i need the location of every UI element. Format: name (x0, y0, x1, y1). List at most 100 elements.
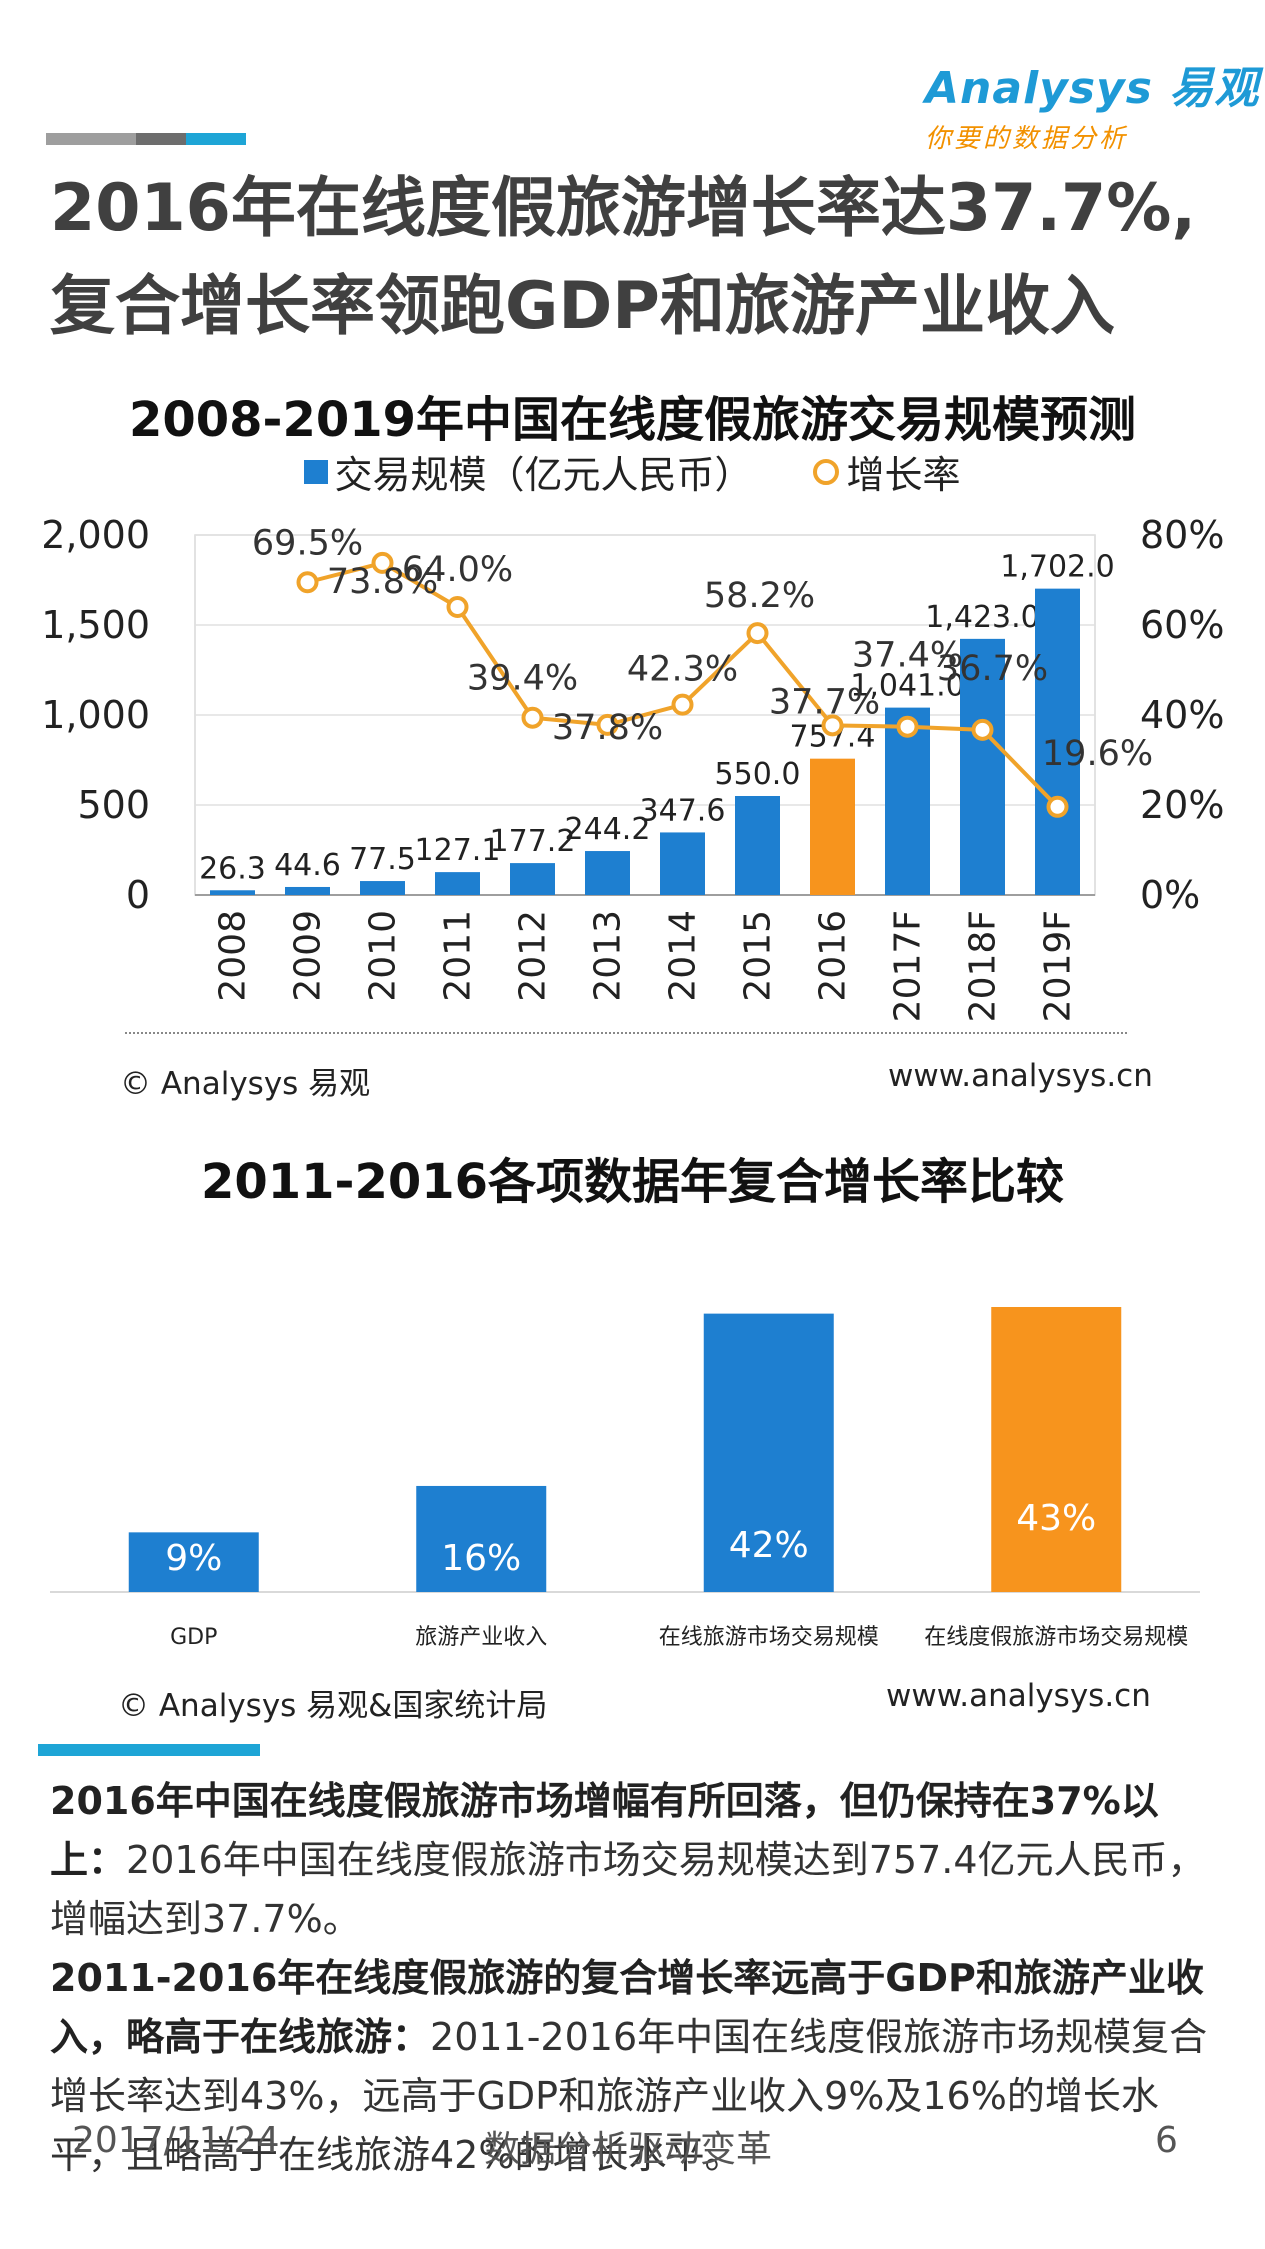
y-left-tick: 0 (126, 873, 150, 917)
x-tick-label: 2009 (288, 910, 329, 1002)
page-title-line-2: 复合增长率领跑GDP和旅游产业收入 (50, 269, 1115, 344)
section-accent-bar (38, 1744, 260, 1756)
bar-label: 244.2 (565, 812, 651, 847)
growth-point (1046, 795, 1069, 818)
bar-label: 77.5 (349, 842, 416, 877)
y-right-tick: 80% (1140, 513, 1224, 557)
y-right-tick: 60% (1140, 603, 1224, 647)
x-tick-label: 2014 (663, 910, 704, 1002)
chart1-url: www.analysys.cn (888, 1058, 1153, 1094)
chart1-title: 2008-2019年中国在线度假旅游交易规模预测 (128, 392, 1137, 448)
bar-label: 1,041.0 (850, 669, 965, 704)
y-right-tick: 20% (1140, 783, 1224, 827)
summary-p1-heading: 2016年中国在线度假旅游市场增幅有所回落，但仍保持在37%以上： (50, 1779, 1159, 1882)
growth-point (746, 622, 769, 645)
y-right-tick: 40% (1140, 693, 1224, 737)
x-tick-label: 2010 (363, 910, 404, 1002)
chart2-bars: 9% GDP 16% 旅游产业收入 42% 在线旅游市场交易规模 43% 在线度假旅游市场交易… (50, 1307, 1200, 1650)
growth-point (971, 718, 994, 741)
bar (735, 796, 780, 895)
growth-label: 42.3% (627, 650, 738, 690)
bar-label: 42% (729, 1525, 809, 1566)
x-tick-label: 2017F (888, 910, 929, 1022)
bar-label: 1,702.0 (1000, 550, 1115, 585)
bar-label: 44.6 (274, 848, 341, 883)
footer-slogan: 数据分析驱动变革 (484, 2129, 773, 2170)
x-tick-label: 在线度假旅游市场交易规模 (924, 1625, 1188, 1650)
summary-p1-body: 2016年中国在线度假旅游市场交易规模达到757.4亿元人民币，增幅达到37.7… (50, 1838, 1206, 1941)
y-right-tick: 0% (1140, 873, 1200, 917)
bar (885, 707, 930, 895)
bar (960, 638, 1005, 895)
bar (210, 890, 255, 895)
growth-point (821, 714, 844, 737)
chart1-combo: 0 0% 500 20% 1,000 40% 1,500 60% 2,000 80% 26.3 200… (41, 513, 1224, 1022)
y-left-tick: 500 (77, 783, 150, 827)
accent-bar-blue (186, 133, 246, 145)
y-left-tick: 1,000 (41, 693, 150, 737)
bar (435, 872, 480, 895)
growth-point (671, 693, 694, 716)
bar-label: 127.1 (415, 833, 501, 868)
bar (660, 832, 705, 895)
bar (360, 881, 405, 895)
logo-text: Analysys 易观 (925, 63, 1260, 114)
bar-label: 43% (1016, 1498, 1096, 1539)
page-title-line-1: 2016年在线度假旅游增长率达37.7%, (50, 171, 1197, 246)
legend-bar-label: 交易规模（亿元人民币） (334, 453, 753, 497)
summary-p2-heading: 2011-2016年在线度假旅游的复合增长率远高于GDP和旅游产业收入，略高于在… (50, 1956, 1204, 2059)
growth-label: 39.4% (467, 659, 578, 699)
legend-line-label: 增长率 (846, 453, 961, 497)
growth-label: 73.8% (327, 562, 438, 602)
bar-label: 177.2 (490, 824, 576, 859)
bar (128, 1532, 259, 1592)
bar (810, 758, 855, 895)
growth-label: 69.5% (252, 523, 363, 563)
bar-label: 26.3 (199, 851, 266, 886)
growth-point (446, 596, 469, 618)
bar (285, 886, 330, 895)
growth-label: 37.7% (769, 682, 880, 722)
growth-point (296, 571, 319, 594)
bar-label: 16% (441, 1538, 521, 1579)
page-title: 2016年在线度假旅游增长率达37.7%, 复合增长率领跑GDP和旅游产业收入 (50, 160, 1220, 356)
bar (1035, 588, 1080, 895)
logo: Analysys 易观 你要的数据分析 (925, 52, 1260, 155)
x-tick-label: 2008 (213, 910, 254, 1002)
accent-bar-dark (136, 133, 186, 145)
y-left-tick: 1,500 (41, 603, 150, 647)
chart2-source: © Analysys 易观&国家统计局 (118, 1688, 548, 1724)
chart2-url: www.analysys.cn (886, 1678, 1151, 1714)
chart2-title: 2011-2016各项数据年复合增长率比较 (200, 1154, 1065, 1210)
growth-point (521, 706, 544, 729)
chart1-source: © Analysys 易观 (120, 1066, 371, 1102)
x-tick-label: 2015 (738, 910, 779, 1002)
growth-label: 37.8% (552, 708, 663, 748)
bar (585, 851, 630, 895)
x-tick-label: 2011 (438, 910, 479, 1002)
bar (703, 1313, 834, 1592)
chart1-legend: 交易规模（亿元人民币） 增长率 (0, 444, 1265, 499)
bar (991, 1307, 1122, 1592)
growth-label: 58.2% (704, 576, 815, 616)
growth-label: 36.7% (937, 649, 1048, 689)
growth-point (596, 713, 619, 736)
bar-label: 347.6 (640, 793, 726, 828)
bar (416, 1485, 547, 1592)
footer-date: 2017/11/24 (72, 2120, 280, 2161)
x-tick-label: 2013 (588, 910, 629, 1002)
bar (510, 863, 555, 895)
accent-bar-gray (46, 133, 136, 145)
logo-slogan: 你要的数据分析 (925, 124, 1129, 154)
x-tick-label: 2019F (1038, 910, 1079, 1022)
x-tick-label: 2016 (813, 910, 854, 1002)
summary-p2-body: 2011-2016年中国在线度假旅游市场规模复合增长率达到43%，远高于GDP和… (50, 2015, 1208, 2177)
growth-point (896, 715, 919, 738)
legend-line-swatch (812, 458, 839, 485)
page-number: 6 (1155, 2120, 1178, 2161)
growth-label: 64.0% (402, 550, 513, 590)
bar-label: 550.0 (715, 757, 801, 792)
legend-bar-swatch (304, 459, 329, 484)
summary-text: 2016年中国在线度假旅游市场增幅有所回落，但仍保持在37%以上：2016年中国… (50, 1772, 1230, 2185)
x-tick-label: 2012 (513, 910, 554, 1002)
